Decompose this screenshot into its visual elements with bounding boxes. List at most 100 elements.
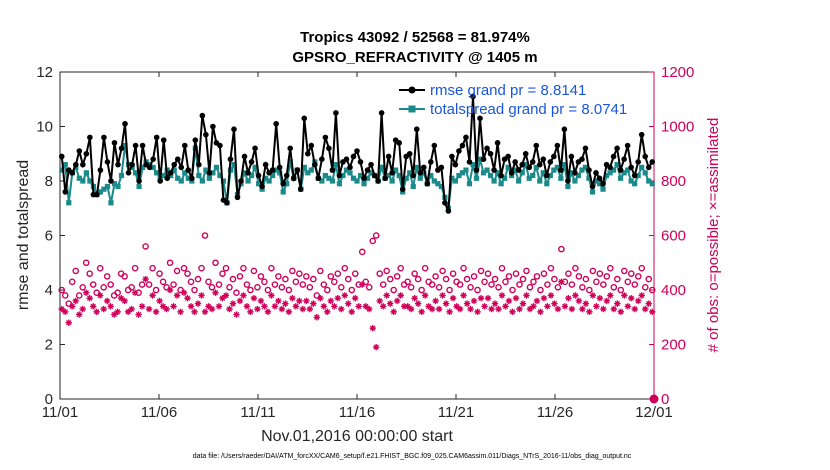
obs-assimilated-point [603,297,611,305]
obs-assimilated-point [582,300,590,307]
spread-point [431,178,437,184]
obs-assimilated-point [638,292,645,299]
obs-possible-point [414,275,422,283]
rmse-point [273,120,279,127]
y-right-tick-group: 0 200 400 600 800 1000 1200 [649,64,694,408]
spread-point [255,181,262,187]
spread-point [319,178,325,184]
spread-point [452,178,459,184]
obs-possible-point [421,264,429,272]
spread-point [175,175,181,181]
obs-assimilated-point [156,297,163,305]
obs-assimilated-point [617,308,625,315]
rmse-point [115,161,121,168]
x-tick-label: 11/26 [537,404,573,421]
spread-point [154,170,160,176]
spread-point [266,178,272,184]
obs-possible-point [208,283,216,291]
rmse-point [269,167,276,173]
obs-assimilated-point [107,303,114,310]
rmse-point [645,164,652,171]
obs-assimilated-point [610,305,618,313]
rmse-point [480,156,487,162]
rmse-point [378,110,385,116]
obs-assimilated-point [428,305,436,313]
obs-assimilated-point [373,344,380,351]
obs-possible-point [404,278,411,286]
obs-assimilated-point [229,300,237,307]
rmse-point [572,170,578,176]
obs-possible-point [121,273,128,280]
obs-assimilated-point [212,289,219,296]
rmse-point [582,145,589,152]
spread-point [642,170,648,176]
rmse-point [589,183,596,190]
obs-possible-point [386,275,394,283]
spread-point [284,181,290,187]
obs-assimilated-point [596,294,604,302]
rmse-point [364,167,371,173]
obs-possible-point [303,273,310,280]
obs-possible-point [145,281,153,288]
spread-point [241,170,248,176]
obs-assimilated-point [366,305,373,313]
rmse-point [431,142,438,149]
rmse-point [76,148,83,154]
rmse-point [477,115,483,122]
obs-assimilated-point [593,303,600,310]
spread-point [305,170,311,176]
obs-assimilated-point [631,305,638,313]
obs-assimilated-point [551,300,558,307]
obs-assimilated-point [568,305,576,313]
obs-possible-point [582,275,590,283]
spread-point [329,178,335,184]
rmse-point [526,164,533,171]
obs-possible-point [93,289,100,297]
rmse-point [368,161,374,168]
rmse-point [638,131,645,138]
spread-point [533,164,539,170]
obs-possible-point [278,283,286,291]
spread-point [610,167,617,173]
rmse-point [628,164,634,171]
obs-assimilated-point [481,303,488,310]
spread-point [618,175,624,181]
rmse-point [533,142,540,149]
obs-assimilated-point [554,305,562,313]
obs-possible-point [306,283,314,291]
spread-point [245,178,251,184]
obs-assimilated-point [62,308,69,315]
rmse-point [326,145,332,152]
rmse-point [350,153,357,160]
obs-assimilated-point [589,292,597,299]
obs-assimilated-point [575,297,583,305]
rmse-point [73,161,79,168]
rmse-point [199,112,206,119]
obs-assimilated-point [442,300,450,307]
obs-possible-point [614,275,621,283]
rmse-point [417,170,424,176]
rmse-point [413,126,420,133]
obs-possible-point [317,267,324,275]
rmse-point [449,153,455,160]
rmse-point [167,170,174,176]
obs-assimilated-point [208,305,216,313]
spread-point [248,172,255,179]
obs-assimilated-point [345,300,352,307]
obs-assimilated-point [289,294,296,302]
spread-point [466,181,473,187]
rmse-point [635,159,641,165]
obs-possible-point [554,283,562,291]
obs-assimilated-point [149,292,156,299]
obs-possible-point [86,270,93,277]
obs-possible-point [334,270,342,277]
y-right-axis-label: # of obs: o=possible; ×=assimilated [705,118,722,353]
obs-possible-point [540,270,548,277]
rmse-point [157,178,163,184]
obs-possible-point [152,286,160,294]
obs-possible-point [474,286,481,294]
obs-possible-point [327,273,335,280]
obs-assimilated-point [537,308,544,315]
rmse-point [185,167,192,173]
